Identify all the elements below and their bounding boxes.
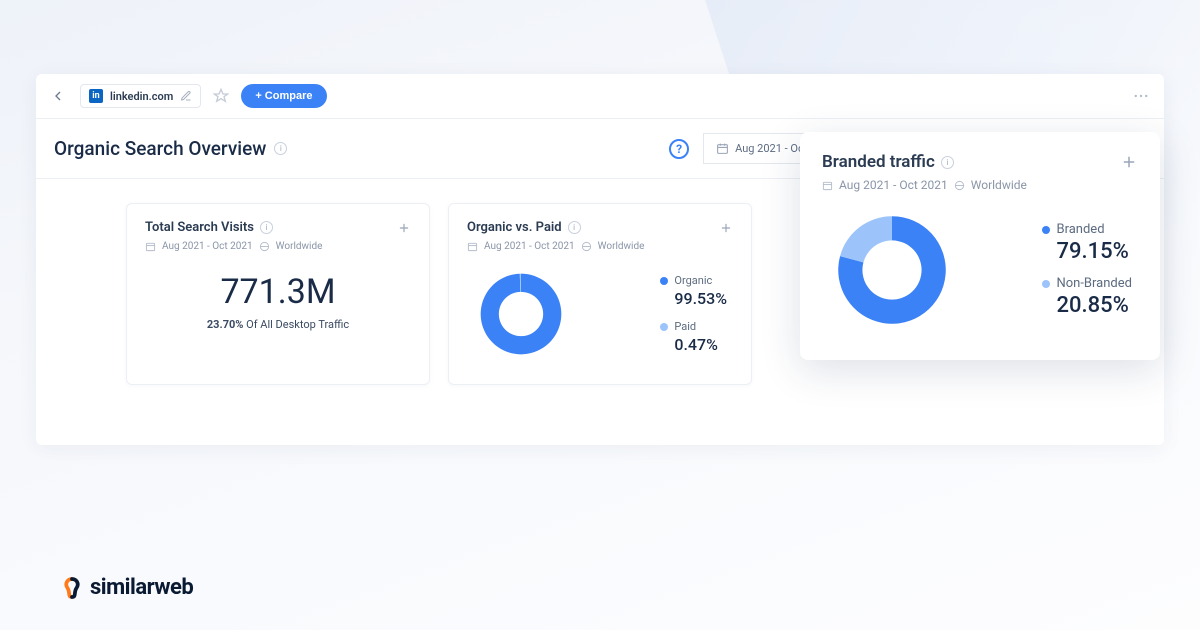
calendar-icon: [145, 241, 156, 252]
info-icon[interactable]: i: [260, 221, 273, 234]
plus-icon[interactable]: [719, 221, 733, 235]
calendar-icon: [467, 241, 478, 252]
brand-name: similarweb: [90, 575, 193, 600]
card-title: Total Search Visits: [145, 220, 254, 235]
branded-donut-chart: [828, 206, 956, 334]
globe-icon: [954, 180, 965, 191]
site-chip[interactable]: in linkedin.com: [80, 84, 201, 108]
info-icon[interactable]: i: [941, 156, 954, 169]
total-visits-card: Total Search Visits i Aug 2021 - Oct 202…: [126, 203, 430, 385]
branded-traffic-card: Branded traffic i Aug 2021 - Oct 2021 Wo…: [800, 132, 1160, 360]
brand-logo: similarweb: [60, 575, 193, 600]
total-visits-value: 771.3M: [145, 272, 411, 312]
compare-button-label: + Compare: [255, 90, 312, 102]
pencil-icon: [180, 90, 192, 102]
info-icon[interactable]: i: [274, 142, 287, 155]
swatch-icon: [660, 277, 668, 285]
globe-icon: [259, 241, 270, 252]
legend-item-nonbranded: Non-Branded 20.85%: [1042, 276, 1132, 318]
plus-icon[interactable]: [397, 221, 411, 235]
calendar-icon: [822, 180, 833, 191]
linkedin-favicon-icon: in: [89, 89, 103, 103]
back-icon[interactable]: [50, 88, 66, 104]
swatch-icon: [660, 323, 668, 331]
compare-button[interactable]: + Compare: [241, 84, 326, 108]
card-date-range: Aug 2021 - Oct 2021: [162, 241, 253, 252]
card-date-range: Aug 2021 - Oct 2021: [484, 241, 575, 252]
card-title: Organic vs. Paid: [467, 220, 562, 235]
swatch-icon: [1042, 280, 1050, 288]
plus-icon[interactable]: [1120, 153, 1138, 171]
legend-item-branded: Branded 79.15%: [1042, 222, 1132, 264]
branded-legend: Branded 79.15% Non-Branded 20.85%: [1042, 222, 1132, 318]
similarweb-logo-icon: [60, 576, 84, 600]
card-region: Worldwide: [971, 178, 1027, 192]
site-domain: linkedin.com: [110, 90, 173, 103]
total-visits-subtext: 23.70% Of All Desktop Traffic: [145, 318, 411, 331]
more-icon[interactable]: [1132, 87, 1150, 105]
calendar-icon: [716, 142, 729, 155]
swatch-icon: [1042, 226, 1050, 234]
card-title: Branded traffic: [822, 152, 935, 172]
legend-item-paid: Paid 0.47%: [660, 320, 727, 354]
legend-item-organic: Organic 99.53%: [660, 274, 727, 308]
help-icon[interactable]: ?: [669, 139, 689, 159]
globe-icon: [581, 241, 592, 252]
organic-paid-legend: Organic 99.53% Paid 0.47%: [660, 274, 727, 354]
organic-paid-card: Organic vs. Paid i Aug 2021 - Oct 2021 W…: [448, 203, 752, 385]
card-region: Worldwide: [276, 241, 323, 252]
info-icon[interactable]: i: [568, 221, 581, 234]
card-date-range: Aug 2021 - Oct 2021: [839, 178, 948, 192]
page-title: Organic Search Overview: [54, 137, 266, 160]
organic-paid-donut-chart: [473, 266, 569, 362]
topbar: in linkedin.com + Compare: [36, 74, 1164, 119]
star-icon[interactable]: [213, 88, 229, 104]
card-region: Worldwide: [598, 241, 645, 252]
